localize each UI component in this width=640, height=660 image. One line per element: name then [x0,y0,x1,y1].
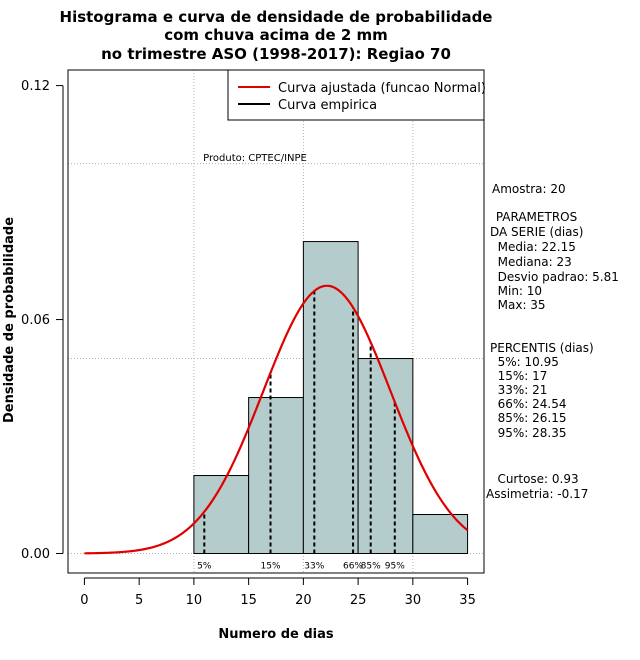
legend-label-empirical: Curva empirica [278,98,377,113]
stat-params-subtitle: DA SERIE (dias) [490,225,583,239]
y-tick-label: 0.06 [21,313,50,328]
stat-mean: Media: 22.15 [490,240,576,254]
stats-panel: Amostra: 20 PARAMETROS DA SERIE (dias) M… [486,182,619,501]
stat-p5: 5%: 10.95 [490,355,559,369]
percentile-label: 95% [385,562,405,572]
x-tick-label: 35 [459,593,476,608]
stat-p15: 15%: 17 [490,369,547,383]
legend-box [227,69,485,121]
x-axis: 0 5 10 15 20 25 30 35 [80,577,476,608]
x-axis-label: Numero de dias [218,627,334,642]
stat-p66: 66%: 24.54 [490,397,567,411]
percentile-label: 33% [304,562,324,572]
x-tick-label: 0 [80,593,88,608]
chart-title-line-3: no trimestre ASO (1998-2017): Regiao 70 [101,45,451,63]
stat-sd: Desvio padrao: 5.81 [490,270,619,284]
x-tick-label: 25 [350,593,367,608]
histogram-bars [193,241,469,555]
stat-skewness: Assimetria: -0.17 [486,487,588,501]
percentile-label: 5% [197,562,212,572]
x-tick-label: 15 [240,593,257,608]
stat-p85: 85%: 26.15 [490,411,567,425]
stat-min: Min: 10 [490,284,542,298]
histogram-bar [302,241,359,555]
x-tick-label: 10 [186,593,203,608]
product-annotation: Produto: CPTEC/INPE [203,153,307,164]
histogram-bar [357,358,414,555]
stat-median: Mediana: 23 [490,255,572,269]
histogram-bar [412,514,469,555]
stat-percentis-title: PERCENTIS (dias) [490,341,594,355]
stat-max: Max: 35 [490,298,546,312]
stat-sample: Amostra: 20 [492,182,566,196]
y-tick-label: 0.12 [21,79,50,94]
stat-p33: 33%: 21 [490,383,547,397]
percentile-label: 66% [343,562,363,572]
x-tick-label: 5 [135,593,143,608]
stat-kurtosis: Curtose: 0.93 [486,472,579,486]
x-tick-label: 20 [295,593,312,608]
y-axis-label: Densidade de probabilidade [2,217,17,423]
stat-params-title: PARAMETROS [492,210,577,224]
normal-fit-curve [84,284,469,555]
chart-title-line-1: Histograma e curva de densidade de proba… [60,8,493,26]
x-tick-label: 30 [405,593,422,608]
y-tick-label: 0.00 [21,547,50,562]
stat-p95: 95%: 28.35 [490,426,567,440]
legend-label-fit: Curva ajustada (funcao Normal) [278,81,486,96]
percentile-label: 85% [361,562,381,572]
percentile-markers: 5% 15% 33% 66%85% 95% [197,290,405,572]
y-axis: 0.00 0.06 0.12 [21,79,64,562]
percentile-label: 15% [261,562,281,572]
legend: Curva ajustada (funcao Normal) Curva emp… [227,69,486,121]
chart-title-line-2: com chuva acima de 2 mm [164,26,388,44]
histogram-bar [248,397,304,555]
